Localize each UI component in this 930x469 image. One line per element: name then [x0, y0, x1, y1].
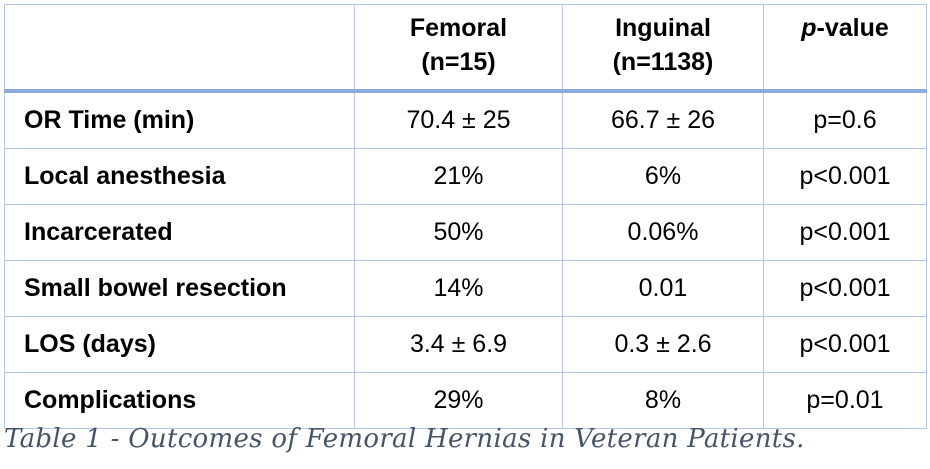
femoral-value: 70.4 ± 25: [354, 90, 563, 149]
header-femoral-line1: Femoral: [409, 14, 508, 42]
table-row: OR Time (min) 70.4 ± 25 66.7 ± 26 p=0.6: [4, 90, 927, 149]
inguinal-value: 0.06%: [562, 204, 764, 261]
row-label: OR Time (min): [4, 90, 355, 149]
p-value: p<0.001: [763, 260, 927, 317]
header-cell-empty: [4, 4, 355, 93]
inguinal-value: 0.01: [562, 260, 764, 317]
p-value: p=0.01: [763, 372, 927, 429]
table-body: OR Time (min) 70.4 ± 25 66.7 ± 26 p=0.6 Loca…: [4, 90, 927, 429]
table-row: Local anesthesia 21% 6% p<0.001: [4, 148, 927, 205]
femoral-value: 3.4 ± 6.9: [354, 316, 563, 373]
inguinal-value: 0.3 ± 2.6: [562, 316, 764, 373]
row-label: LOS (days): [4, 316, 355, 373]
header-pvalue-line1: p-value: [764, 11, 926, 45]
header-pvalue-rest: -value: [816, 14, 889, 42]
row-label: Incarcerated: [4, 204, 355, 261]
table-row: Complications 29% 8% p=0.01: [4, 372, 927, 429]
p-value: p<0.001: [763, 204, 927, 261]
header-cell-femoral: Femoral (n=15): [354, 4, 563, 93]
header-femoral-line2: (n=15): [421, 48, 496, 76]
outcomes-table-container: Femoral (n=15) Inguinal (n=1138) p-value…: [4, 4, 927, 429]
table-header: Femoral (n=15) Inguinal (n=1138) p-value: [4, 4, 927, 93]
p-value: p<0.001: [763, 316, 927, 373]
inguinal-value: 66.7 ± 26: [562, 90, 764, 149]
row-label: Local anesthesia: [4, 148, 355, 205]
header-cell-pvalue: p-value: [763, 4, 927, 93]
header-row: Femoral (n=15) Inguinal (n=1138) p-value: [4, 4, 927, 93]
row-label: Small bowel resection: [4, 260, 355, 317]
header-inguinal-line2: (n=1138): [612, 48, 714, 76]
p-value: p=0.6: [763, 90, 927, 149]
table-row: Incarcerated 50% 0.06% p<0.001: [4, 204, 927, 261]
table-row: Small bowel resection 14% 0.01 p<0.001: [4, 260, 927, 317]
header-pvalue-italic-p: p: [801, 14, 817, 42]
inguinal-value: 6%: [562, 148, 764, 205]
femoral-value: 29%: [354, 372, 563, 429]
header-cell-inguinal: Inguinal (n=1138): [562, 4, 764, 93]
p-value: p<0.001: [763, 148, 927, 205]
row-label: Complications: [4, 372, 355, 429]
inguinal-value: 8%: [562, 372, 764, 429]
femoral-value: 14%: [354, 260, 563, 317]
table-row: LOS (days) 3.4 ± 6.9 0.3 ± 2.6 p<0.001: [4, 316, 927, 373]
femoral-value: 50%: [354, 204, 563, 261]
outcomes-table: Femoral (n=15) Inguinal (n=1138) p-value…: [4, 4, 927, 429]
header-inguinal-line1: Inguinal: [615, 14, 711, 42]
table-caption: Table 1 - Outcomes of Femoral Hernias in…: [4, 424, 805, 454]
femoral-value: 21%: [354, 148, 563, 205]
